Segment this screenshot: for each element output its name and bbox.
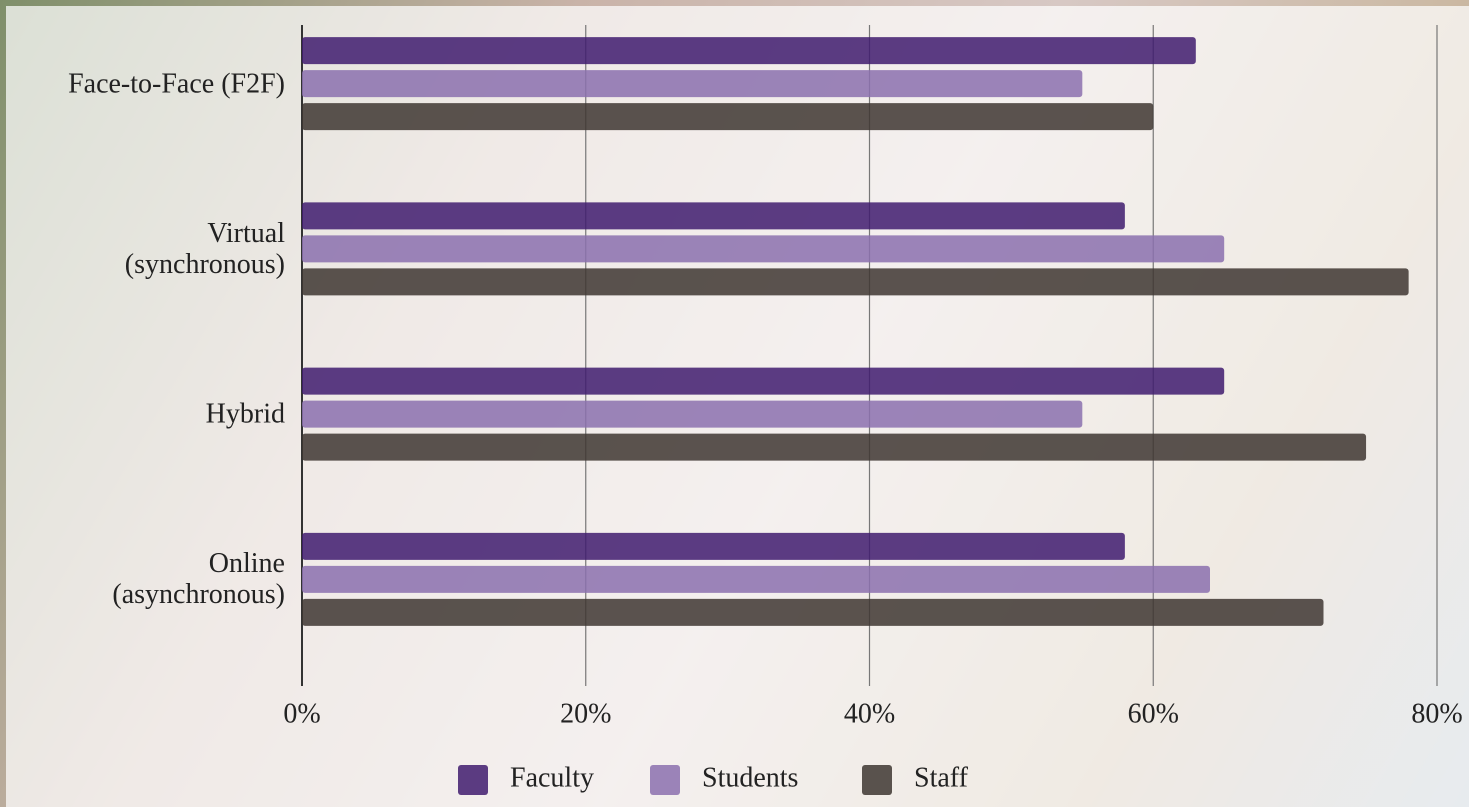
bar bbox=[302, 532, 1125, 560]
bar bbox=[302, 70, 1083, 98]
bar bbox=[302, 103, 1154, 131]
bar bbox=[302, 235, 1225, 263]
bar bbox=[302, 202, 1125, 230]
bar bbox=[302, 400, 1083, 428]
bar bbox=[302, 433, 1367, 461]
legend-label: Faculty bbox=[510, 762, 594, 793]
legend-swatch bbox=[458, 765, 488, 795]
x-tick-label: 40% bbox=[844, 698, 895, 729]
x-tick-label: 0% bbox=[283, 698, 320, 729]
bar bbox=[302, 598, 1324, 626]
y-tick-label: Virtual (synchronous) bbox=[124, 217, 285, 280]
x-tick-label: 80% bbox=[1411, 698, 1462, 729]
y-tick-label: Hybrid bbox=[205, 398, 285, 430]
bar bbox=[302, 367, 1225, 395]
y-tick-label: Online (asynchronous) bbox=[112, 548, 285, 611]
bar bbox=[302, 565, 1210, 593]
x-tick-label: 60% bbox=[1128, 698, 1179, 729]
legend-swatch bbox=[650, 765, 680, 795]
bar bbox=[302, 37, 1196, 65]
bar bbox=[302, 268, 1409, 296]
legend-swatch bbox=[862, 765, 892, 795]
legend-label: Staff bbox=[914, 762, 969, 793]
x-tick-label: 20% bbox=[560, 698, 611, 729]
y-tick-label: Face-to-Face (F2F) bbox=[68, 68, 285, 100]
legend-label: Students bbox=[702, 762, 798, 793]
